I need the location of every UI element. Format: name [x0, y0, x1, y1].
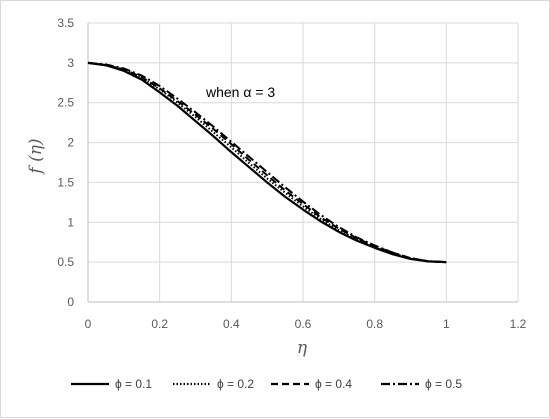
y-tick-label: 3.5 — [57, 16, 74, 30]
legend-label-2: ϕ = 0.2 — [217, 377, 254, 391]
y-tick-labels: 0 0.5 1 1.5 2 2.5 3 3.5 — [57, 16, 74, 309]
x-tick-label: 0.6 — [295, 317, 312, 331]
series-line-4 — [87, 61, 447, 264]
x-tick-label: 1.2 — [510, 317, 527, 331]
x-tick-label: 1 — [443, 317, 450, 331]
y-axis-title: f (η) — [26, 138, 46, 175]
x-tick-labels: 0 0.2 0.4 0.6 0.8 1 1.2 — [85, 317, 527, 331]
y-tick-label: 3 — [67, 56, 74, 70]
y-tick-label: 2.5 — [57, 96, 74, 110]
y-tick-label: 0 — [67, 295, 74, 309]
legend-label-1: ϕ = 0.1 — [115, 377, 152, 391]
x-tick-label: 0 — [85, 317, 92, 331]
axes — [87, 23, 518, 303]
gridlines — [88, 22, 519, 302]
y-tick-label: 1.5 — [57, 175, 74, 189]
series-lines — [87, 61, 447, 264]
legend-label-3: ϕ = 0.4 — [315, 377, 352, 391]
annotation-text: when α = 3 — [205, 84, 275, 100]
legend-label-4: ϕ = 0.5 — [425, 377, 462, 391]
y-tick-label: 1 — [67, 215, 74, 229]
y-tick-label: 2 — [67, 136, 74, 150]
x-axis-title: η — [297, 338, 308, 358]
legend: ϕ = 0.1 ϕ = 0.2 ϕ = 0.4 ϕ = 0.5 — [71, 377, 462, 391]
x-tick-label: 0.4 — [223, 317, 240, 331]
y-tick-label: 0.5 — [57, 255, 74, 269]
x-tick-label: 0.8 — [366, 317, 383, 331]
x-tick-label: 0.2 — [151, 317, 168, 331]
